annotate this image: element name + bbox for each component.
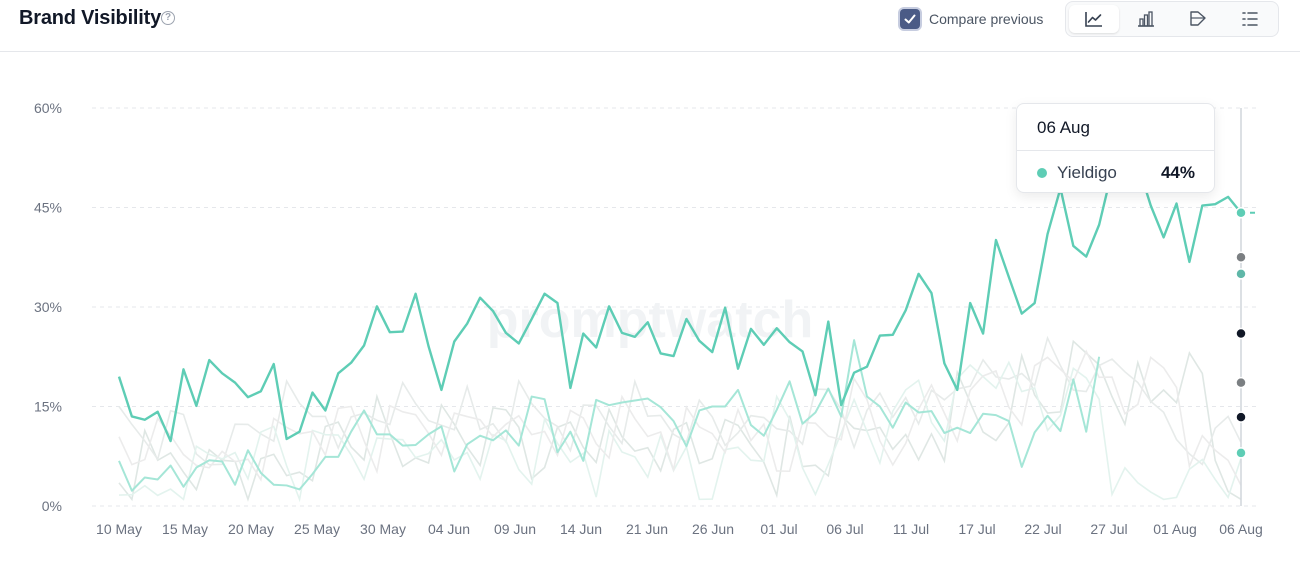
x-tick-label: 06 Jul xyxy=(826,521,863,537)
tooltip-series-name: Yieldigo xyxy=(1057,163,1117,182)
comparison-line xyxy=(118,349,1242,486)
x-tick-label: 15 May xyxy=(162,521,208,537)
hover-marker xyxy=(1235,327,1247,340)
series-line xyxy=(117,163,1242,443)
x-tick-label: 01 Aug xyxy=(1153,521,1197,537)
x-tick-label: 09 Jun xyxy=(494,521,536,537)
x-tick-label: 22 Jul xyxy=(1024,521,1061,537)
y-tick-label: 0% xyxy=(42,498,62,514)
comparison-lines xyxy=(118,335,1242,503)
hover-marker xyxy=(1235,376,1247,389)
y-tick-label: 15% xyxy=(34,399,62,415)
bar-chart-icon xyxy=(1138,11,1154,27)
x-tick-label: 14 Jun xyxy=(560,521,602,537)
x-tick-label: 25 May xyxy=(294,521,340,537)
series-line xyxy=(118,339,1101,492)
x-tick-label: 26 Jun xyxy=(692,521,734,537)
compare-previous-toggle[interactable]: Compare previous xyxy=(900,7,1043,31)
list-icon xyxy=(1242,12,1258,26)
funnel-icon xyxy=(1190,11,1206,26)
hover-marker xyxy=(1235,447,1247,459)
comparison-line xyxy=(118,335,1242,466)
brand-visibility-chart: promptwatch 0% 15% 30% 45% 60% 10 May 15 May 20… xyxy=(34,100,1263,537)
funnel-view-button[interactable] xyxy=(1173,5,1223,33)
chart-axes: 0% 15% 30% 45% 60% 10 May 15 May 20 May 25 May 30… xyxy=(34,100,1263,537)
y-tick-label: 45% xyxy=(34,200,62,216)
x-tick-label: 27 Jul xyxy=(1090,521,1127,537)
tooltip-series-dot xyxy=(1037,168,1047,178)
list-view-button[interactable] xyxy=(1225,5,1275,33)
hover-marker xyxy=(1235,251,1247,263)
tooltip-series-value: 44% xyxy=(1160,163,1195,182)
hover-marker xyxy=(1235,268,1247,280)
comparison-line xyxy=(118,339,1242,502)
page-title: Brand Visibility xyxy=(19,7,162,29)
watermark: promptwatch xyxy=(487,291,813,349)
compare-checkbox[interactable] xyxy=(900,9,920,29)
checkmark-icon xyxy=(904,14,916,24)
line-chart-icon xyxy=(1085,12,1102,27)
x-tick-label: 10 May xyxy=(96,521,142,537)
x-tick-label: 11 Jul xyxy=(893,521,929,537)
tooltip-date: 06 Aug xyxy=(1037,118,1090,137)
x-tick-label: 04 Jun xyxy=(428,521,470,537)
x-tick-label: 17 Jul xyxy=(958,521,995,537)
x-tick-label: 30 May xyxy=(360,521,406,537)
hover-markers xyxy=(1235,108,1247,506)
y-tick-label: 60% xyxy=(34,100,62,116)
help-icon[interactable]: ? xyxy=(161,11,175,25)
x-tick-label: 01 Jul xyxy=(760,521,797,537)
line-chart-view-button[interactable] xyxy=(1069,5,1119,33)
chart-header: Brand Visibility ? Compare previous xyxy=(0,0,1300,52)
hover-marker xyxy=(1235,207,1247,219)
hover-marker xyxy=(1235,411,1247,423)
view-toggle-group xyxy=(1065,1,1279,37)
bar-chart-view-button[interactable] xyxy=(1121,5,1171,33)
x-tick-label: 06 Aug xyxy=(1219,521,1263,537)
chart-tooltip: 06 Aug Yieldigo 44% xyxy=(1016,103,1215,193)
tooltip-divider xyxy=(1017,150,1214,151)
y-tick-label: 30% xyxy=(34,299,62,315)
compare-label: Compare previous xyxy=(929,11,1044,27)
x-tick-label: 21 Jun xyxy=(626,521,668,537)
x-tick-label: 20 May xyxy=(228,521,274,537)
